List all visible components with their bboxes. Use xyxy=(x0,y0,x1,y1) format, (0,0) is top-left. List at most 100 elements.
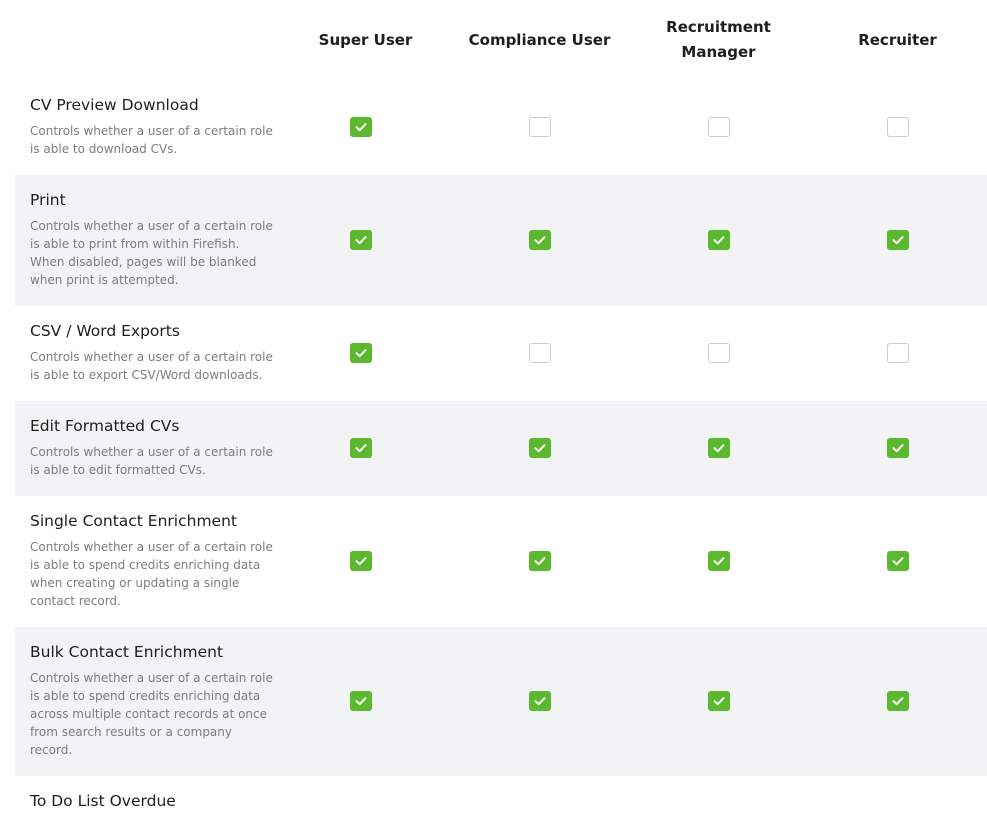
checkbox[interactable] xyxy=(707,437,730,458)
permission-info: Bulk Contact Enrichment Controls whether … xyxy=(15,642,273,759)
page: Super User Compliance User Recruitment Man… xyxy=(15,18,987,810)
permission-row: CV Preview Download Controls whether a us… xyxy=(15,80,987,175)
permission-description: Controls whether a user of a certain rol… xyxy=(30,445,273,477)
checkbox[interactable] xyxy=(886,690,909,711)
checkbox[interactable] xyxy=(707,116,730,137)
checkbox-cell xyxy=(629,342,808,363)
checkbox-cell xyxy=(629,550,808,571)
permission-description: Controls whether a user of a certain rol… xyxy=(30,540,273,608)
checkmark xyxy=(713,235,724,244)
permission-row: Single Contact Enrichment Controls whethe… xyxy=(15,496,987,627)
permission-info: Print Controls whether a user of a certai… xyxy=(15,190,273,289)
checkbox[interactable] xyxy=(528,229,551,250)
checkbox[interactable] xyxy=(349,342,372,363)
permission-title: Bulk Contact Enrichment xyxy=(30,643,224,661)
column-header: Recruiter xyxy=(808,28,987,53)
checkbox[interactable] xyxy=(707,229,730,250)
column-header: Super User xyxy=(271,28,450,53)
checkbox[interactable] xyxy=(349,550,372,571)
permission-row: Bulk Contact Enrichment Controls whether … xyxy=(15,627,987,776)
checkbox-cell xyxy=(808,342,987,363)
checkbox[interactable] xyxy=(707,342,730,363)
column-label: Super User xyxy=(318,30,413,49)
checkbox-cell xyxy=(450,229,629,250)
checkbox-cell xyxy=(808,229,987,250)
checkmark xyxy=(355,556,366,565)
checkbox[interactable] xyxy=(528,116,551,137)
permission-row: Print Controls whether a user of a certai… xyxy=(15,175,987,306)
column-header: Compliance User xyxy=(450,28,629,53)
permission-title: Edit Formatted CVs xyxy=(30,417,180,435)
checkbox[interactable] xyxy=(349,229,372,250)
permission-row: CSV / Word Exports Controls whether a use… xyxy=(15,306,987,401)
header-row: Super User Compliance User Recruitment Man… xyxy=(15,0,987,80)
checkbox-cell xyxy=(808,437,987,458)
checkbox-cell xyxy=(271,437,450,458)
checkmark xyxy=(713,443,724,452)
checkbox-cell xyxy=(450,342,629,363)
checkmark xyxy=(355,235,366,244)
checkbox-cell xyxy=(629,116,808,137)
checkbox-cell xyxy=(271,116,450,137)
checkbox[interactable] xyxy=(707,690,730,711)
checkmark xyxy=(534,235,545,244)
checkbox-cell xyxy=(450,116,629,137)
checkbox-cell xyxy=(271,342,450,363)
checkmark xyxy=(355,122,366,131)
checkmark xyxy=(892,556,903,565)
checkbox[interactable] xyxy=(886,229,909,250)
checkbox-cell xyxy=(271,229,450,250)
checkmark xyxy=(355,443,366,452)
permission-title: CSV / Word Exports xyxy=(30,322,180,340)
checkbox[interactable] xyxy=(349,690,372,711)
checkmark xyxy=(534,696,545,705)
checkbox[interactable] xyxy=(886,437,909,458)
checkmark xyxy=(355,348,366,357)
permission-title: To Do List Overdue xyxy=(30,792,176,810)
permission-info: CSV / Word Exports Controls whether a use… xyxy=(15,321,273,384)
checkbox-cell xyxy=(629,229,808,250)
permission-row: Edit Formatted CVs Controls whether a use… xyxy=(15,401,987,496)
permission-info: Edit Formatted CVs Controls whether a use… xyxy=(15,416,273,479)
checkbox[interactable] xyxy=(528,550,551,571)
permission-info: CV Preview Download Controls whether a us… xyxy=(15,95,273,158)
checkbox[interactable] xyxy=(886,342,909,363)
checkbox[interactable] xyxy=(886,116,909,137)
checkbox[interactable] xyxy=(886,550,909,571)
checkbox-cell xyxy=(808,550,987,571)
checkmark xyxy=(713,556,724,565)
permission-info: Single Contact Enrichment Controls whethe… xyxy=(15,511,273,610)
checkbox-cell xyxy=(271,550,450,571)
permission-row: To Do List Overdue xyxy=(15,776,987,835)
permission-description: Controls whether a user of a certain rol… xyxy=(30,219,273,287)
checkmark xyxy=(892,696,903,705)
checkbox[interactable] xyxy=(707,550,730,571)
checkbox-cell xyxy=(629,437,808,458)
checkbox-cell xyxy=(450,690,629,711)
column-label: Compliance User xyxy=(468,30,611,49)
permission-title: Single Contact Enrichment xyxy=(30,512,237,530)
checkbox[interactable] xyxy=(528,342,551,363)
checkmark xyxy=(534,556,545,565)
column-label: Recruitment Manager xyxy=(666,18,771,61)
checkbox-cell xyxy=(271,690,450,711)
checkbox[interactable] xyxy=(528,690,551,711)
checkbox[interactable] xyxy=(349,116,372,137)
checkmark xyxy=(534,443,545,452)
permissions-table: Super User Compliance User Recruitment Man… xyxy=(15,0,987,835)
checkbox-cell xyxy=(450,437,629,458)
checkmark xyxy=(355,696,366,705)
checkbox-cell xyxy=(808,690,987,711)
checkbox-cell xyxy=(629,690,808,711)
permission-description: Controls whether a user of a certain rol… xyxy=(30,671,273,757)
checkbox[interactable] xyxy=(528,437,551,458)
checkbox-cell xyxy=(808,116,987,137)
checkmark xyxy=(713,696,724,705)
checkbox[interactable] xyxy=(349,437,372,458)
permission-title: CV Preview Download xyxy=(30,96,199,114)
permission-title: Print xyxy=(30,191,66,209)
permission-description: Controls whether a user of a certain rol… xyxy=(30,124,273,156)
checkmark xyxy=(892,235,903,244)
checkmark xyxy=(892,443,903,452)
checkbox-cell xyxy=(450,550,629,571)
